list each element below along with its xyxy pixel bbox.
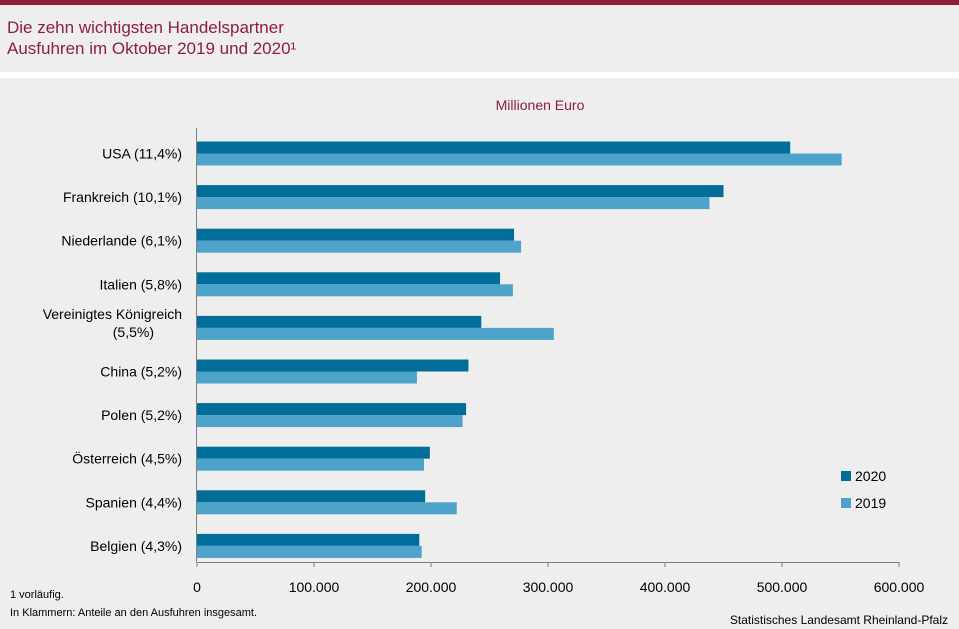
top-accent-bar <box>0 0 959 5</box>
chart-title-line1: Die zehn wichtigsten Handelspartner <box>7 18 284 37</box>
category-label-2: Niederlande (6,1%) <box>61 233 182 249</box>
unit-label: Millionen Euro <box>496 97 585 113</box>
x-tick-label-6: 600.000 <box>874 579 925 595</box>
bar-2019-0 <box>197 153 842 166</box>
x-tick-label-3: 300.000 <box>523 579 574 595</box>
bar-2019-4 <box>197 327 554 340</box>
bar-2019-9 <box>197 545 422 558</box>
chart-panel: Millionen Euro USA (11,4%) Frankreich (10… <box>0 78 959 629</box>
bar-2019-8 <box>197 502 457 515</box>
bar-2020-2 <box>197 228 515 241</box>
category-label-1: Frankreich (10,1%) <box>63 189 182 205</box>
bar-2020-4 <box>197 315 482 328</box>
category-label-3: Italien (5,8%) <box>100 276 182 292</box>
x-axis: 0 100.000 200.000 300.000 400.000 500.000 600.… <box>193 128 925 595</box>
bar-2019-5 <box>197 371 417 384</box>
bar-2019-2 <box>197 240 522 253</box>
x-tick-label-4: 400.000 <box>640 579 691 595</box>
bar-2019-7 <box>197 458 424 471</box>
legend: 2020 2019 <box>841 468 886 511</box>
bar-group <box>197 141 842 558</box>
x-tick-label-5: 500.000 <box>757 579 808 595</box>
legend-label-2020: 2020 <box>855 468 886 484</box>
chart-header: Die zehn wichtigsten Handelspartner Ausf… <box>0 5 959 72</box>
x-tick-label-0: 0 <box>193 579 201 595</box>
source-label: Statistisches Landesamt Rheinland-Pfalz <box>730 613 948 627</box>
footnote-brackets: In Klammern: Anteile an den Ausfuhren in… <box>10 607 257 619</box>
chart-title-line2: Ausfuhren im Oktober 2019 und 2020¹ <box>7 39 297 58</box>
legend-swatch-2020 <box>841 471 851 481</box>
category-label-8: Spanien (4,4%) <box>85 494 182 510</box>
category-label-7: Österreich (4,5%) <box>72 450 182 467</box>
category-label-6: Polen (5,2%) <box>101 407 182 423</box>
bar-2019-3 <box>197 284 513 297</box>
category-label-9: Belgien (4,3%) <box>90 538 182 554</box>
x-tick-label-1: 100.000 <box>289 579 340 595</box>
legend-label-2019: 2019 <box>855 495 886 511</box>
bar-2020-3 <box>197 272 501 285</box>
category-label-5: China (5,2%) <box>100 364 182 380</box>
legend-swatch-2019 <box>841 498 851 508</box>
category-labels: USA (11,4%) Frankreich (10,1%) Niederlande… <box>43 146 182 554</box>
bar-2020-8 <box>197 490 426 503</box>
bar-2019-1 <box>197 197 710 210</box>
footnote-preliminary: 1 vorläufig. <box>10 589 64 601</box>
bar-chart: Millionen Euro USA (11,4%) Frankreich (10… <box>10 97 948 627</box>
bar-2020-1 <box>197 185 724 198</box>
bar-2020-6 <box>197 403 467 416</box>
bar-2020-0 <box>197 141 791 154</box>
category-label-0: USA (11,4%) <box>102 146 182 162</box>
bar-2019-6 <box>197 415 463 428</box>
bar-2020-9 <box>197 533 420 546</box>
category-label-4: Vereinigtes Königreich (5,5%) <box>43 306 182 340</box>
bar-2020-5 <box>197 359 469 372</box>
bar-2020-7 <box>197 446 430 459</box>
x-tick-label-2: 200.000 <box>406 579 457 595</box>
